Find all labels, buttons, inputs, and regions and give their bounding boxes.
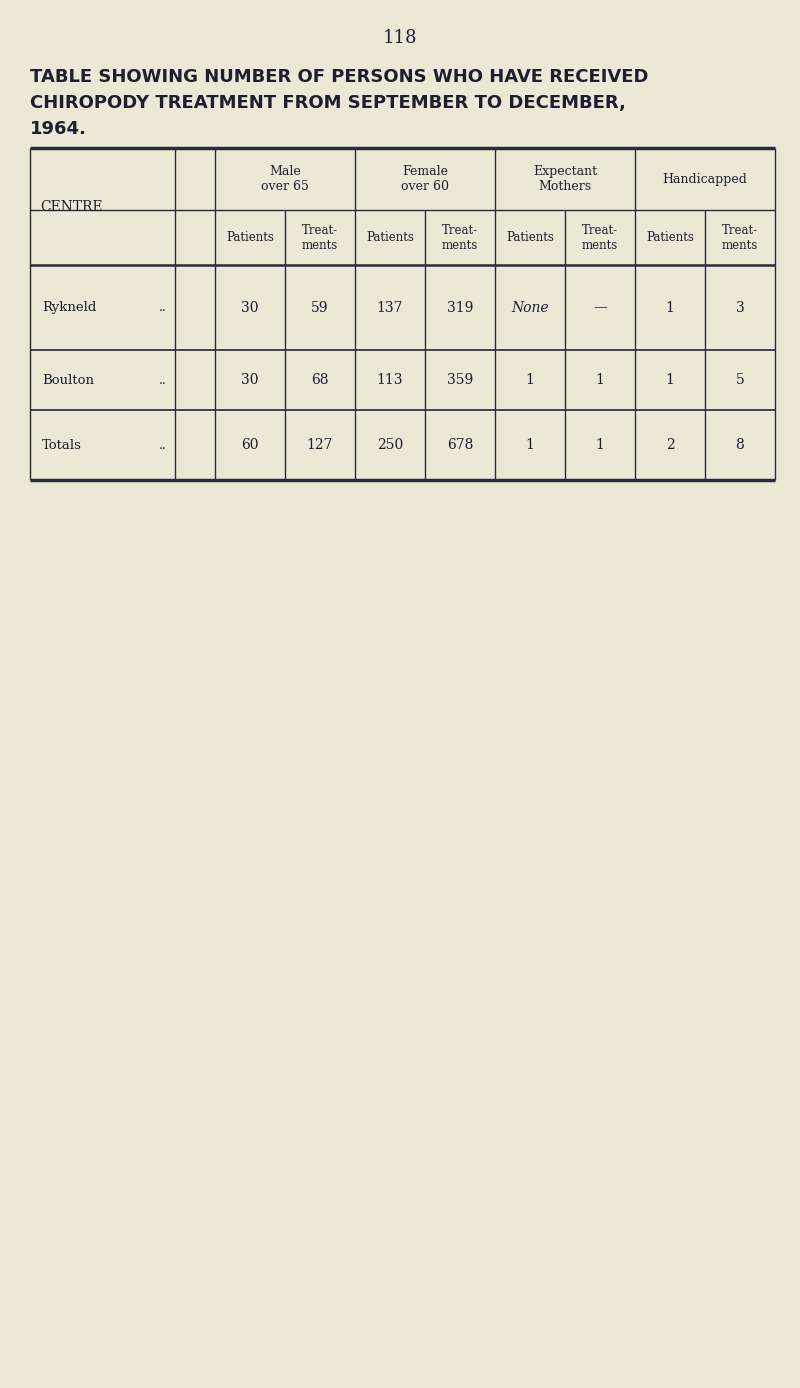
Text: Expectant
Mothers: Expectant Mothers: [533, 165, 597, 193]
Text: Female
over 60: Female over 60: [401, 165, 449, 193]
Text: 137: 137: [377, 300, 403, 315]
Text: Treat-
ments: Treat- ments: [442, 223, 478, 251]
Text: 1: 1: [526, 373, 534, 387]
Text: Handicapped: Handicapped: [662, 172, 747, 186]
Text: 30: 30: [242, 373, 258, 387]
Text: CHIROPODY TREATMENT FROM SEPTEMBER TO DECEMBER,: CHIROPODY TREATMENT FROM SEPTEMBER TO DE…: [30, 94, 626, 112]
Text: 1: 1: [666, 300, 674, 315]
Text: Patients: Patients: [226, 230, 274, 244]
Text: Treat-
ments: Treat- ments: [722, 223, 758, 251]
Text: Treat-
ments: Treat- ments: [302, 223, 338, 251]
Text: 1964.: 1964.: [30, 119, 87, 137]
Text: None: None: [511, 300, 549, 315]
Text: 5: 5: [736, 373, 744, 387]
Text: 30: 30: [242, 300, 258, 315]
Text: ..: ..: [159, 301, 167, 314]
Text: 118: 118: [382, 29, 418, 47]
Text: 68: 68: [311, 373, 329, 387]
Text: 1: 1: [595, 373, 605, 387]
Text: 1: 1: [666, 373, 674, 387]
Text: 127: 127: [306, 439, 334, 452]
Text: Treat-
ments: Treat- ments: [582, 223, 618, 251]
Text: Patients: Patients: [646, 230, 694, 244]
Text: 2: 2: [666, 439, 674, 452]
Text: 250: 250: [377, 439, 403, 452]
Text: Totals: Totals: [42, 439, 82, 451]
Text: 59: 59: [311, 300, 329, 315]
Text: 8: 8: [736, 439, 744, 452]
Text: 3: 3: [736, 300, 744, 315]
Text: Rykneld: Rykneld: [42, 301, 96, 314]
Text: 113: 113: [377, 373, 403, 387]
Text: Male
over 65: Male over 65: [261, 165, 309, 193]
Text: ..: ..: [159, 439, 167, 451]
Text: 1: 1: [595, 439, 605, 452]
Text: TABLE SHOWING NUMBER OF PERSONS WHO HAVE RECEIVED: TABLE SHOWING NUMBER OF PERSONS WHO HAVE…: [30, 68, 649, 86]
Text: Boulton: Boulton: [42, 373, 94, 386]
Text: 1: 1: [526, 439, 534, 452]
Text: —: —: [593, 300, 607, 315]
Text: CENTRE: CENTRE: [40, 200, 102, 214]
Text: 678: 678: [447, 439, 473, 452]
Text: Patients: Patients: [366, 230, 414, 244]
Text: ..: ..: [159, 373, 167, 386]
Text: 60: 60: [242, 439, 258, 452]
Text: 319: 319: [447, 300, 473, 315]
Text: 359: 359: [447, 373, 473, 387]
Text: Patients: Patients: [506, 230, 554, 244]
